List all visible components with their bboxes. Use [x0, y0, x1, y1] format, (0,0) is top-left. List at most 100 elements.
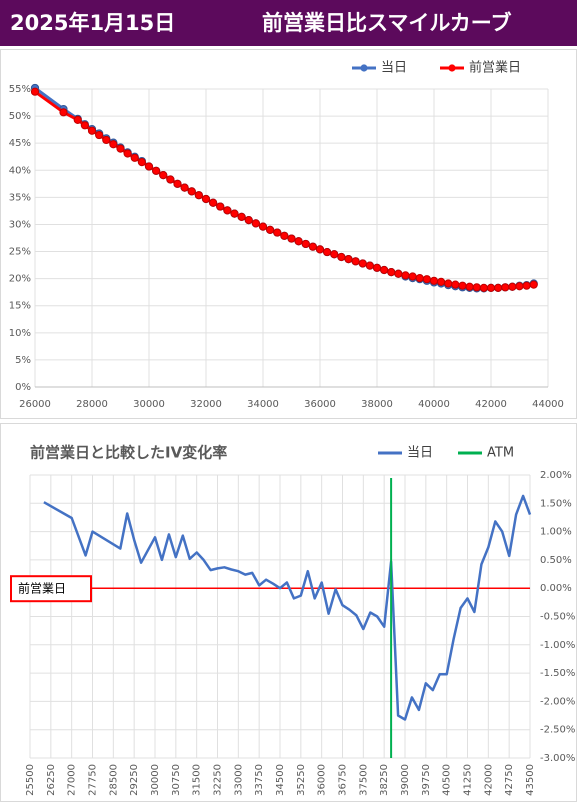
y-tick-label: 0.00% — [540, 583, 572, 594]
point-marker — [372, 263, 382, 272]
point-marker — [187, 187, 196, 196]
legend-label: 当日 — [381, 61, 407, 76]
point-marker — [201, 194, 211, 204]
point-marker — [137, 158, 146, 167]
point-marker — [230, 209, 239, 218]
x-tick-label: 34500 — [275, 764, 286, 796]
x-tick-label: 34000 — [247, 399, 279, 410]
x-tick-label: 30000 — [133, 399, 165, 410]
point-marker — [216, 202, 225, 211]
point-marker — [80, 121, 89, 130]
x-tick-label: 38000 — [361, 399, 393, 410]
point-marker — [380, 265, 389, 275]
point-marker — [387, 268, 396, 277]
x-tick-label: 35250 — [296, 764, 307, 796]
x-tick-label: 43500 — [525, 764, 536, 796]
x-tick-label: 37500 — [358, 764, 369, 796]
point-marker — [408, 272, 417, 281]
point-marker — [315, 245, 325, 254]
y-tick-label: 45% — [9, 138, 31, 149]
point-marker — [437, 277, 446, 286]
reference-label-box — [10, 575, 92, 603]
point-marker — [30, 87, 40, 96]
y-tick-label: 30% — [9, 219, 31, 230]
legend-label: 当日 — [407, 446, 433, 461]
point-marker — [159, 171, 168, 180]
x-tick-label: 36750 — [338, 764, 349, 796]
legend-label: 前営業日 — [469, 60, 521, 76]
y-tick-label: 10% — [9, 328, 31, 339]
point-marker — [152, 166, 161, 175]
point-marker — [130, 153, 139, 162]
y-tick-label: 1.50% — [540, 498, 572, 509]
point-marker — [144, 162, 154, 171]
x-tick-label: 29250 — [129, 764, 140, 796]
x-tick-label: 28500 — [108, 764, 119, 796]
x-tick-label: 32250 — [213, 764, 224, 796]
point-marker — [358, 259, 367, 268]
x-tick-label: 42750 — [504, 764, 515, 796]
y-tick-label: 5% — [15, 355, 31, 366]
point-marker — [344, 255, 353, 264]
point-marker — [123, 149, 132, 158]
point-marker — [87, 126, 97, 135]
x-tick-label: 36000 — [317, 764, 328, 796]
point-marker — [494, 283, 503, 292]
y-tick-label: 50% — [9, 111, 31, 122]
x-tick-label: 30000 — [150, 764, 161, 796]
point-marker — [351, 257, 360, 266]
point-marker — [458, 281, 467, 290]
point-marker — [258, 222, 268, 231]
point-marker — [266, 225, 275, 234]
x-tick-label: 26250 — [46, 764, 57, 796]
x-tick-label: 38250 — [379, 764, 390, 796]
point-marker — [522, 281, 531, 290]
point-marker — [59, 108, 68, 117]
point-marker — [301, 239, 310, 249]
point-marker — [244, 216, 253, 225]
point-marker — [116, 144, 125, 153]
chart-title: 前営業日と比較したIV変化率 — [30, 444, 227, 462]
y-tick-label: 2.00% — [540, 470, 572, 481]
reference-label: 前営業日 — [18, 581, 66, 596]
point-marker — [308, 242, 317, 251]
point-marker — [287, 234, 296, 243]
y-tick-label: -2.50% — [540, 725, 575, 736]
x-tick-label: 26000 — [19, 399, 51, 410]
point-marker — [194, 191, 203, 200]
point-marker — [501, 283, 510, 292]
y-tick-label: -1.50% — [540, 668, 575, 679]
y-tick-label: 35% — [9, 192, 31, 203]
point-marker — [365, 261, 374, 270]
x-tick-label: 33750 — [254, 764, 265, 796]
x-tick-label: 31500 — [192, 764, 203, 796]
x-tick-label: 42000 — [475, 399, 507, 410]
point-marker — [294, 237, 303, 246]
point-marker — [401, 271, 410, 280]
x-tick-label: 33000 — [233, 764, 244, 796]
y-tick-label: -3.00% — [540, 753, 575, 764]
point-marker — [444, 279, 453, 288]
x-tick-label: 30750 — [171, 764, 182, 796]
y-tick-label: 55% — [9, 84, 31, 95]
point-marker — [451, 280, 460, 289]
y-tick-label: 40% — [9, 165, 31, 176]
point-marker — [173, 179, 182, 188]
x-tick-label: 28000 — [76, 399, 108, 410]
point-marker — [415, 273, 424, 283]
point-marker — [180, 183, 189, 192]
y-tick-label: 0% — [15, 382, 31, 393]
point-marker — [209, 198, 218, 207]
x-tick-label: 41250 — [463, 764, 474, 796]
point-marker — [465, 282, 474, 291]
legend-marker — [360, 64, 368, 72]
point-marker — [109, 140, 118, 149]
point-marker — [508, 282, 517, 291]
point-marker — [529, 280, 538, 289]
y-tick-label: 25% — [9, 247, 31, 258]
x-tick-label: 25500 — [25, 764, 36, 796]
y-tick-label: -2.00% — [540, 696, 575, 707]
point-marker — [515, 282, 524, 291]
point-marker — [223, 206, 232, 215]
